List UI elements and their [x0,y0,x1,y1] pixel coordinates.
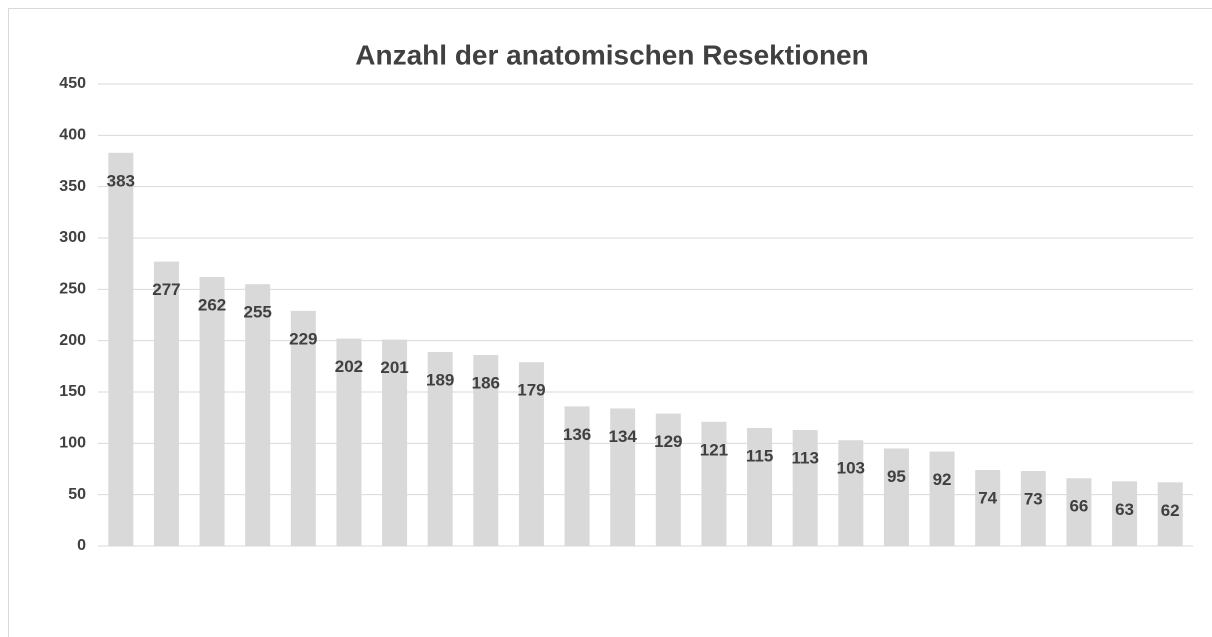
bar [975,470,1001,546]
data-label: 189 [426,370,454,389]
data-label: 121 [700,440,728,459]
bar [153,261,179,546]
data-label: 186 [472,374,500,393]
bar [245,284,271,546]
data-label: 103 [837,459,865,478]
bar [473,355,499,546]
data-label: 66 [1069,497,1088,516]
y-tick-label: 150 [59,383,86,400]
y-tick-label: 50 [68,486,86,503]
y-tick-label: 200 [59,332,86,349]
bar [336,338,362,546]
bar [1020,471,1046,546]
data-label: 136 [563,425,591,444]
data-label: 62 [1161,501,1180,520]
data-label: 92 [933,470,952,489]
data-label: 74 [978,489,997,508]
data-label: 229 [289,329,317,348]
data-label: 115 [746,446,773,465]
chart-title: Anzahl der anatomischen Resektionen [355,39,868,70]
data-label: 201 [380,358,408,377]
data-label: 179 [517,381,545,400]
y-tick-label: 300 [59,229,86,246]
bar [1112,481,1138,546]
bar [838,440,864,546]
bar [518,362,544,546]
bar [290,310,316,546]
bar [655,413,681,546]
bar [747,427,773,546]
data-label: 383 [107,171,135,190]
y-tick-label: 400 [59,127,86,144]
bar [108,152,134,546]
bar [610,408,636,546]
y-tick-label: 100 [59,435,86,452]
data-label: 63 [1115,500,1134,519]
bar [382,339,408,546]
bar [1066,478,1092,546]
data-label: 262 [198,295,226,314]
bar [883,448,909,546]
data-label: 202 [335,357,363,376]
y-tick-label: 0 [77,537,86,554]
bar [564,406,590,546]
y-tick-label: 450 [59,75,86,92]
bar [1157,482,1183,546]
data-label: 277 [152,280,180,299]
data-label: 113 [791,448,818,467]
bar [792,429,818,546]
bar [929,451,955,546]
data-label: 73 [1024,490,1043,509]
data-label: 255 [244,303,272,322]
data-label: 134 [609,427,638,446]
bar [701,421,727,546]
bar [427,351,453,546]
y-tick-label: 350 [59,178,86,195]
y-tick-label: 250 [59,281,86,298]
data-label: 95 [887,467,906,486]
bar [199,277,225,546]
data-label: 129 [654,432,682,451]
